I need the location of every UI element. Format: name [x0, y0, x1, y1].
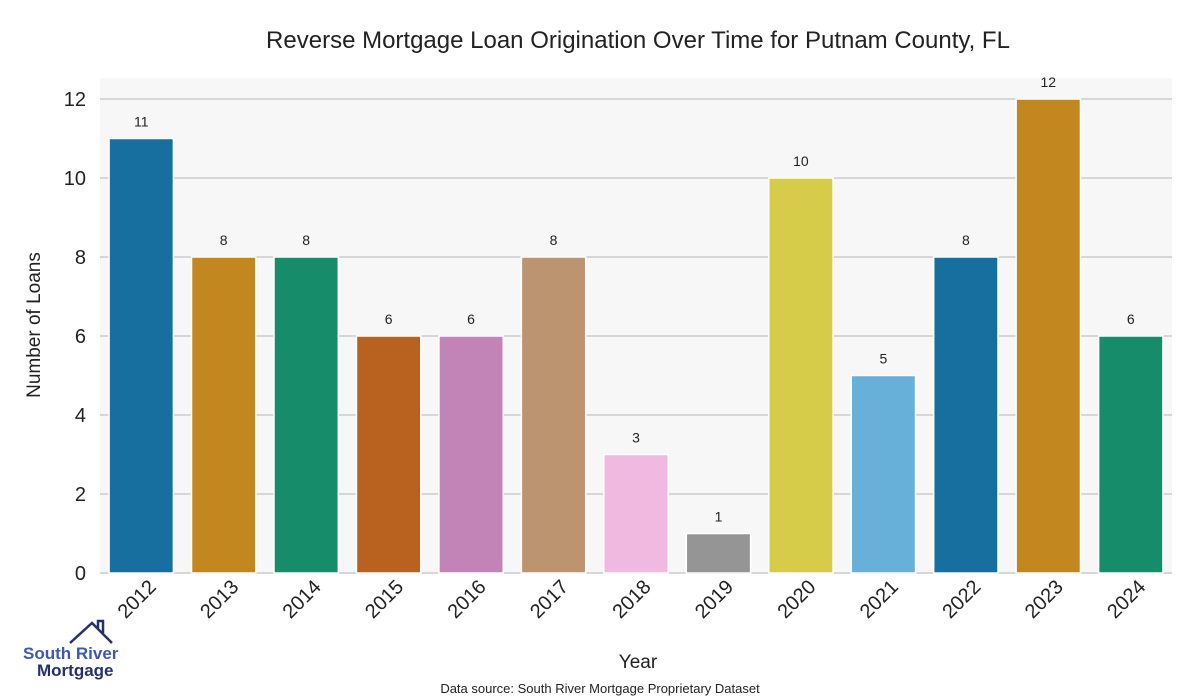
data-label: 8: [220, 232, 228, 248]
x-tick-label: 2012: [114, 576, 161, 623]
x-tick-label: 2024: [1103, 576, 1150, 623]
data-label: 8: [302, 232, 310, 248]
bar-2021: [850, 374, 917, 574]
x-tick-label: 2017: [526, 576, 573, 623]
data-label: 8: [550, 232, 558, 248]
data-label: 3: [632, 430, 640, 446]
data-label: 6: [385, 311, 393, 327]
bar-2016: [438, 335, 504, 574]
y-axis-label: Number of Loans: [24, 252, 45, 398]
bar-2014: [273, 256, 340, 574]
bar-2020: [768, 177, 834, 574]
house-icon: [69, 619, 113, 644]
y-tick-label: 10: [64, 168, 86, 190]
x-axis-label: Year: [619, 652, 658, 673]
data-label: 8: [962, 232, 970, 248]
data-source: Data source: South River Mortgage Propri…: [440, 681, 760, 696]
chart-title: Reverse Mortgage Loan Origination Over T…: [266, 27, 1010, 54]
bar-2019: [685, 532, 752, 574]
y-tick-label: 4: [75, 405, 86, 427]
x-tick-label: 2021: [856, 576, 903, 623]
y-tick-label: 8: [75, 247, 86, 269]
x-tick-label: 2013: [196, 576, 243, 623]
bar-2017: [520, 256, 587, 574]
data-label: 11: [134, 114, 149, 130]
y-tick-label: 6: [75, 326, 86, 348]
x-tick-label: 2019: [691, 576, 738, 623]
x-tick-label: 2022: [938, 576, 985, 623]
x-tick-label: 2020: [773, 576, 820, 623]
bar-2012: [108, 137, 175, 574]
data-label: 6: [1127, 311, 1135, 327]
data-label: 12: [1041, 74, 1057, 90]
bar-2024: [1097, 335, 1164, 574]
logo-text-line2: Mortgage: [37, 661, 114, 680]
bar-2023: [1015, 98, 1082, 574]
data-label: 1: [715, 509, 723, 525]
bar-2018: [603, 453, 669, 574]
logo: South River Mortgage: [23, 619, 119, 680]
logo-text-line1: South River: [23, 644, 119, 663]
x-tick-label: 2023: [1021, 576, 1068, 623]
data-label: 5: [879, 351, 887, 367]
y-tick-label: 12: [64, 89, 86, 111]
data-label: 10: [793, 153, 809, 169]
y-tick-label: 0: [75, 563, 86, 585]
x-tick-label: 2014: [279, 576, 326, 623]
x-tick-label: 2016: [444, 576, 491, 623]
data-label: 6: [467, 311, 475, 327]
y-tick-label: 2: [75, 484, 86, 506]
bar-2013: [190, 256, 257, 574]
bar-2015: [355, 335, 422, 574]
x-tick-label: 2015: [361, 576, 408, 623]
bar-2022: [932, 256, 999, 574]
x-tick-label: 2018: [609, 576, 656, 623]
